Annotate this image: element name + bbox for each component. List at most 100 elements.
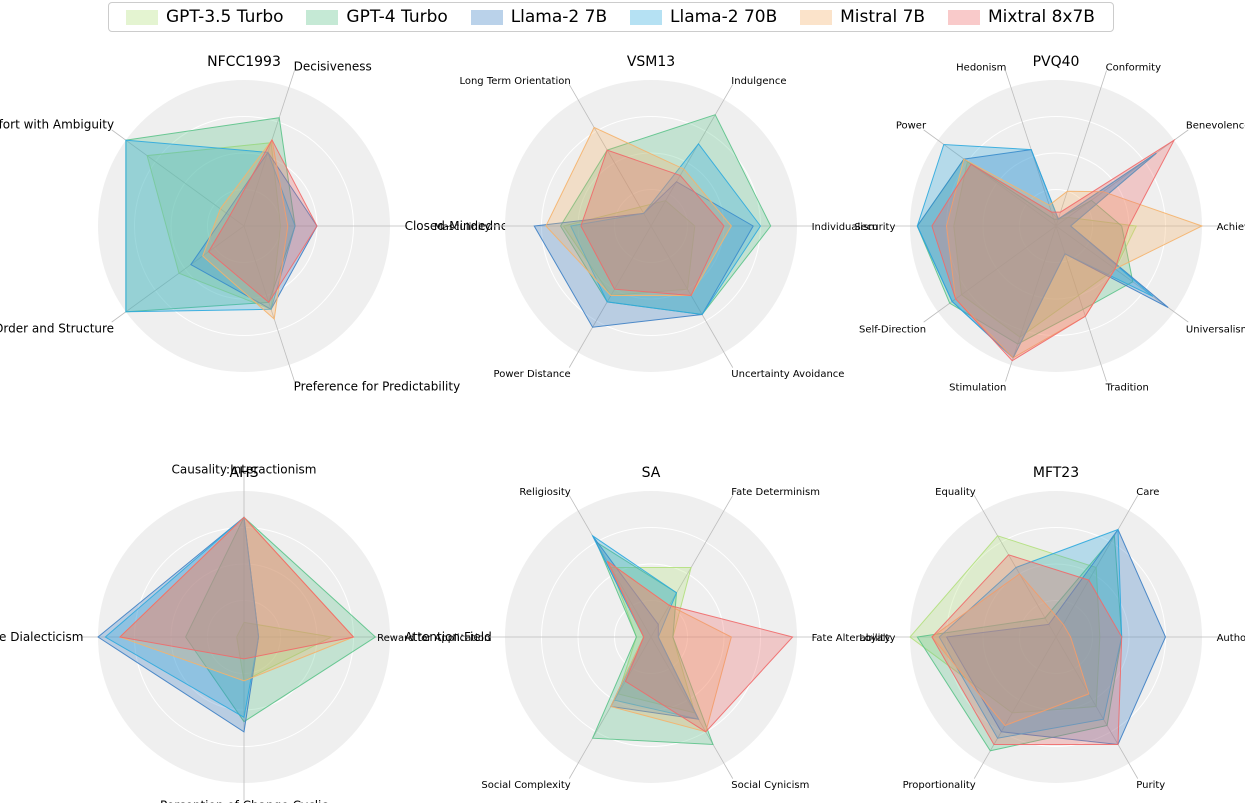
chart-title: SA	[642, 465, 661, 481]
axis-label: Conformity	[1106, 62, 1161, 73]
axis-label: Stimulation	[949, 383, 1006, 394]
legend-label: GPT-3.5 Turbo	[165, 7, 284, 27]
axis-label: Contradiction:Naive Dialecticism	[0, 630, 83, 644]
series-polygon	[580, 149, 725, 297]
axis-spoke	[1055, 70, 1107, 227]
axis-spoke	[1055, 636, 1139, 779]
axis-label: Masculinity	[434, 222, 490, 233]
axis-label: Closed-Mindedness	[405, 219, 521, 233]
axis-spoke	[1005, 70, 1057, 227]
series-polygon	[125, 139, 296, 313]
axis-label: Reward for Application	[377, 633, 490, 644]
radar-chart: Individualism Indulgence Long Term Orienta…	[434, 54, 878, 380]
legend-label: Mixtral 8x7B	[987, 7, 1095, 27]
axis-spoke	[973, 495, 1057, 638]
axis-label: Perception of Change:Cyclic	[160, 799, 328, 803]
legend-item: Llama-2 7B	[470, 7, 608, 27]
axis-spoke	[650, 84, 734, 227]
chart-title: MFT23	[1033, 465, 1079, 481]
chart-title: PVQ40	[1033, 54, 1080, 70]
series-polygon	[938, 528, 1123, 739]
series-polygon	[104, 516, 260, 719]
axis-label: Preference for Predictability	[294, 380, 461, 394]
axis-label: Hedonism	[956, 62, 1006, 73]
radar-chart: Fate Alterability Fate Determinism Religio…	[377, 465, 890, 791]
legend-item: GPT-4 Turbo	[306, 7, 448, 27]
axis-spoke	[1055, 225, 1107, 382]
series-polygon	[236, 621, 334, 682]
axis-label: Purity	[1136, 780, 1165, 791]
series-polygon	[207, 138, 318, 304]
axis-label: Care	[1136, 487, 1159, 498]
axis-spoke	[923, 129, 1057, 227]
axis-label: Achievement	[1217, 222, 1245, 233]
axis-label: Tradition	[1105, 383, 1149, 394]
axis-label: Religiosity	[519, 487, 570, 498]
axis-spoke	[568, 225, 652, 368]
legend-swatch	[306, 9, 339, 25]
axis-label: Proportionality	[903, 780, 976, 791]
legend-label: Llama-2 7B	[510, 7, 608, 27]
legend-label: Llama-2 70B	[670, 7, 778, 27]
axis-spoke	[650, 495, 734, 638]
axis-label: Social Cynicism	[731, 780, 809, 791]
axis-label: Uncertainty Avoidance	[731, 369, 844, 380]
axis-label: Fate Alterability	[812, 633, 891, 644]
axis-spoke	[568, 84, 652, 227]
axis-label: Equality	[935, 487, 976, 498]
axis-spoke	[650, 636, 734, 779]
series-polygon	[569, 142, 762, 316]
axis-spoke	[1055, 129, 1189, 227]
axis-label: Indulgence	[731, 76, 786, 87]
axis-label: Long Term Orientation	[459, 76, 570, 87]
axis-label: Social Complexity	[481, 780, 570, 791]
series-polygon	[606, 560, 794, 733]
axis-label: Discomfort with Ambiguity	[0, 118, 114, 132]
radar-chart: Attention:Field Causality:Interactionism C…	[0, 462, 492, 803]
axis-label: Self-Direction	[859, 324, 926, 335]
axis-spoke	[973, 636, 1057, 779]
legend-label: Mistral 7B	[840, 7, 926, 27]
axis-spoke	[111, 225, 245, 323]
axis-label: Power Distance	[494, 369, 571, 380]
axis-spoke	[923, 225, 1057, 323]
axis-spoke	[111, 129, 245, 227]
series-polygon	[118, 516, 355, 660]
axis-label: Causality:Interactionism	[172, 462, 317, 476]
series-polygon	[931, 138, 1176, 362]
legend-swatch	[800, 9, 833, 25]
legend-swatch	[125, 9, 158, 25]
axis-spoke	[243, 225, 295, 382]
series-polygon	[931, 554, 1123, 745]
chart-title: VSM13	[627, 54, 675, 70]
series-polygon	[185, 516, 377, 723]
axis-spoke	[568, 636, 652, 779]
axis-label: Universalism	[1186, 324, 1245, 335]
legend-swatch	[630, 9, 662, 25]
chart-title: AHS	[230, 465, 259, 481]
legend: GPT-3.5 Turbo GPT-4 Turbo Llama-2 7B Llama-…	[108, 2, 1114, 32]
legend-item: Mixtral 8x7B	[947, 7, 1095, 27]
axis-label: Benevolence	[1186, 121, 1245, 132]
axis-label: Decisiveness	[294, 59, 372, 73]
axis-label: Fate Determinism	[731, 487, 820, 498]
chart-title: NFCC1993	[207, 54, 281, 70]
axis-label: Security	[854, 222, 895, 233]
legend-item: Mistral 7B	[800, 7, 926, 27]
legend-swatch	[470, 9, 503, 25]
axis-label: Authority	[1217, 633, 1245, 644]
axis-label: Individualism	[812, 222, 878, 233]
series-polygon	[916, 534, 1123, 752]
axis-label: Loyalty	[859, 633, 895, 644]
legend-item: GPT-3.5 Turbo	[125, 7, 284, 27]
series-polygon	[953, 160, 1138, 338]
legend-swatch	[947, 9, 980, 25]
axis-spoke	[243, 70, 295, 227]
radar-chart: Authority Care Equality Loyalty Proportional…	[859, 465, 1245, 791]
legend-label: GPT-4 Turbo	[346, 7, 448, 27]
radar-chart: Closed-Mindedness Decisiveness Discomfort …	[0, 54, 521, 394]
axis-spoke	[1055, 495, 1139, 638]
axis-label: Preference for Order and Structure	[0, 321, 114, 335]
series-polygon	[916, 143, 1157, 359]
